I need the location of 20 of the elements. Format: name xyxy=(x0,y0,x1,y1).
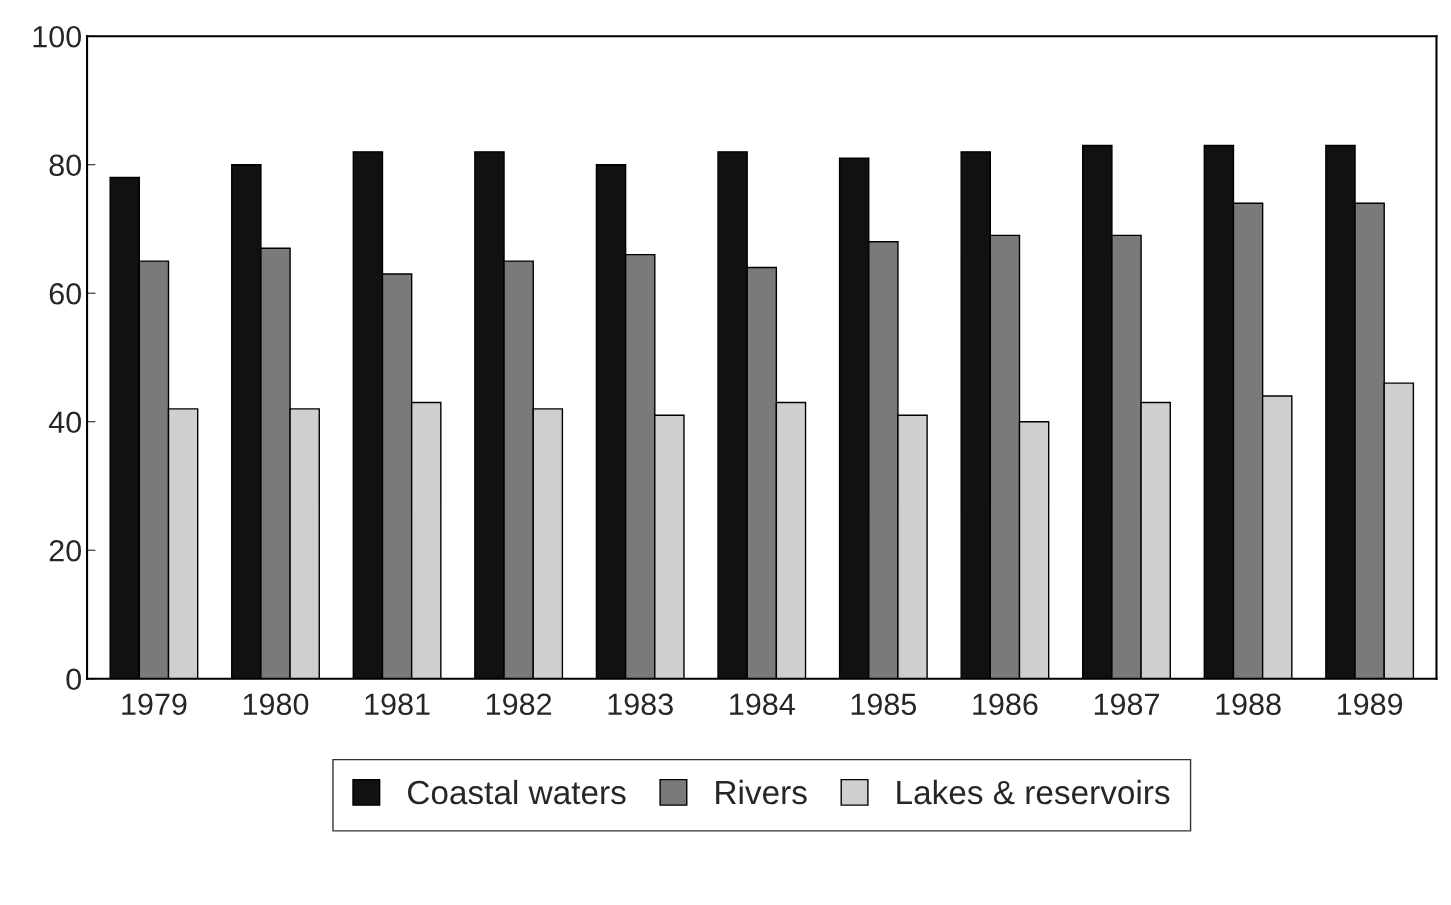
x-tick-label: 1985 xyxy=(851,693,917,716)
y-tick-label: 0 xyxy=(66,668,82,691)
y-tick-label: 60 xyxy=(49,282,82,305)
legend-label: Coastal waters xyxy=(408,779,626,805)
x-tick-label: 1989 xyxy=(1337,693,1403,716)
y-tick-label: 100 xyxy=(33,25,82,48)
x-tick-label: 1986 xyxy=(973,693,1038,716)
x-tick-label: 1984 xyxy=(730,693,795,716)
y-tick-label: 40 xyxy=(48,411,82,434)
legend-label: Rivers xyxy=(716,779,807,805)
y-tick-label: 80 xyxy=(49,154,82,177)
x-tick-label: 1982 xyxy=(486,693,552,716)
y-tick-label: 20 xyxy=(49,539,82,562)
legend-label: Lakes & reservoirs xyxy=(897,779,1170,805)
x-tick-label: 1981 xyxy=(365,693,430,716)
x-tick-label: 1987 xyxy=(1094,693,1159,716)
x-tick-label: 1980 xyxy=(243,693,309,716)
x-tick-label: 1988 xyxy=(1216,693,1281,716)
x-tick-label: 1979 xyxy=(122,693,187,716)
x-tick-label: 1983 xyxy=(608,693,673,716)
